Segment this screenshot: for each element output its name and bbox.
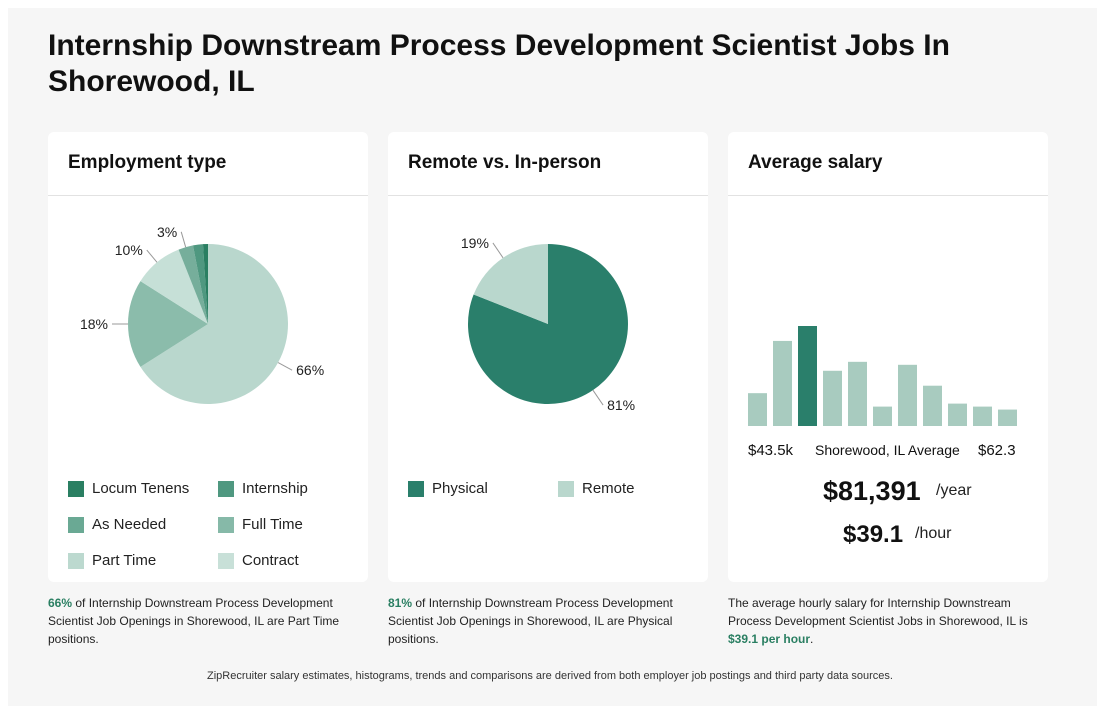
- legend-swatch: [218, 552, 234, 569]
- remote-slice-remote: [473, 244, 548, 324]
- legend-label: Locum Tenens: [92, 480, 190, 497]
- salary-average-label: Shorewood, IL Average: [815, 442, 960, 458]
- employment-caption-text: of Internship Downstream Process Develop…: [48, 596, 340, 646]
- legend-swatch: [68, 480, 84, 497]
- salary-caption-text: The average hourly salary for Internship…: [728, 596, 1028, 628]
- legend-label: Remote: [582, 480, 635, 497]
- employment-pct-label: 3%: [157, 224, 177, 240]
- salary-histogram-bar: [998, 409, 1017, 426]
- employment-legend-item: As Needed: [68, 516, 166, 533]
- employment-slice-full-time: [128, 281, 208, 367]
- salary-histogram-bar: [798, 326, 817, 426]
- remote-card: Remote vs. In-person 81% 19% Physical Remo…: [388, 132, 708, 582]
- employment-legend-item: Part Time: [68, 552, 156, 569]
- legend-swatch: [68, 516, 84, 533]
- employment-type-pie-chart: 66% 18% 10% 3%: [80, 224, 324, 404]
- legend-swatch: [218, 516, 234, 533]
- employment-slice-locum-tenens: [202, 244, 208, 324]
- salary-caption-highlight: $39.1 per hour: [728, 632, 811, 646]
- legend-label: Full Time: [242, 516, 303, 533]
- salary-histogram-bar: [823, 370, 842, 426]
- salary-histogram: $43.5k Shorewood, IL Average $62.3: [748, 326, 1017, 459]
- employment-label-leader: [146, 249, 158, 263]
- salary-histogram-bar: [873, 406, 892, 426]
- salary-caption-suffix: .: [810, 632, 814, 646]
- salary-max-label: $62.3: [978, 442, 1016, 459]
- salary-histogram-bar: [898, 364, 917, 426]
- salary-histogram-bar: [948, 403, 967, 426]
- salary-title: Average salary: [748, 152, 883, 173]
- employment-slice-contract: [140, 244, 288, 404]
- employment-legend-item: Full Time: [218, 516, 303, 533]
- remote-label-leader: [492, 242, 504, 259]
- salary-hourly-unit: /hour: [915, 525, 952, 542]
- salary-min-label: $43.5k: [748, 442, 794, 459]
- employment-legend-item: Contract: [218, 552, 299, 569]
- salary-card: Average salary $43.5k Shorewood, IL Avera…: [728, 132, 1048, 582]
- remote-label-leader: [592, 389, 604, 406]
- remote-pct-label: 81%: [607, 397, 635, 413]
- employment-type-card: Employment type 66% 18% 10% 3% Locum Tenens…: [48, 132, 368, 582]
- legend-swatch: [408, 480, 424, 497]
- salary-histogram-bar: [923, 385, 942, 426]
- legend-swatch: [68, 552, 84, 569]
- employment-slice-part-time: [140, 249, 208, 324]
- remote-pct-label: 19%: [461, 235, 489, 251]
- salary-histogram-bar: [973, 406, 992, 426]
- employment-label-leader: [277, 362, 293, 371]
- employment-type-title: Employment type: [68, 152, 227, 173]
- employment-pct-label: 10%: [115, 242, 143, 258]
- salary-yearly-unit: /year: [936, 482, 972, 499]
- legend-label: Physical: [432, 480, 488, 497]
- legend-label: As Needed: [92, 516, 167, 533]
- employment-slice-internship: [193, 244, 208, 324]
- employment-caption: 66% of Internship Downstream Process Dev…: [48, 594, 348, 648]
- salary-yearly-value: $81,391: [823, 476, 921, 506]
- remote-caption-highlight: 81%: [388, 596, 413, 610]
- remote-legend-item: Physical: [408, 480, 488, 497]
- card-divider: [728, 195, 1048, 196]
- legend-label: Internship: [242, 480, 308, 497]
- remote-title: Remote vs. In-person: [408, 152, 602, 173]
- legend-swatch: [558, 480, 574, 497]
- legend-swatch: [218, 480, 234, 497]
- salary-histogram-bar: [773, 340, 792, 426]
- employment-label-leader: [180, 231, 187, 248]
- remote-caption-text: of Internship Downstream Process Develop…: [388, 596, 673, 646]
- card-divider: [48, 195, 368, 196]
- employment-slice-as-needed: [178, 245, 208, 324]
- remote-pie-chart: 81% 19%: [461, 235, 635, 413]
- salary-caption: The average hourly salary for Internship…: [728, 594, 1028, 648]
- salary-histogram-bar: [848, 361, 867, 426]
- footer-note: ZipRecruiter salary estimates, histogram…: [207, 670, 893, 682]
- remote-caption: 81% of Internship Downstream Process Dev…: [388, 594, 688, 648]
- employment-pct-label: 18%: [80, 316, 108, 332]
- legend-label: Part Time: [92, 552, 157, 569]
- employment-legend-item: Internship: [218, 480, 308, 497]
- employment-pct-label: 66%: [296, 362, 324, 378]
- page-title: Internship Downstream Process Developmen…: [48, 29, 950, 98]
- remote-legend-item: Remote: [558, 480, 635, 497]
- card-divider: [388, 195, 708, 196]
- legend-label: Contract: [242, 552, 299, 569]
- salary-hourly-value: $39.1: [843, 521, 904, 548]
- salary-histogram-bar: [748, 393, 767, 426]
- employment-caption-highlight: 66%: [48, 596, 73, 610]
- employment-legend-item: Locum Tenens: [68, 480, 189, 497]
